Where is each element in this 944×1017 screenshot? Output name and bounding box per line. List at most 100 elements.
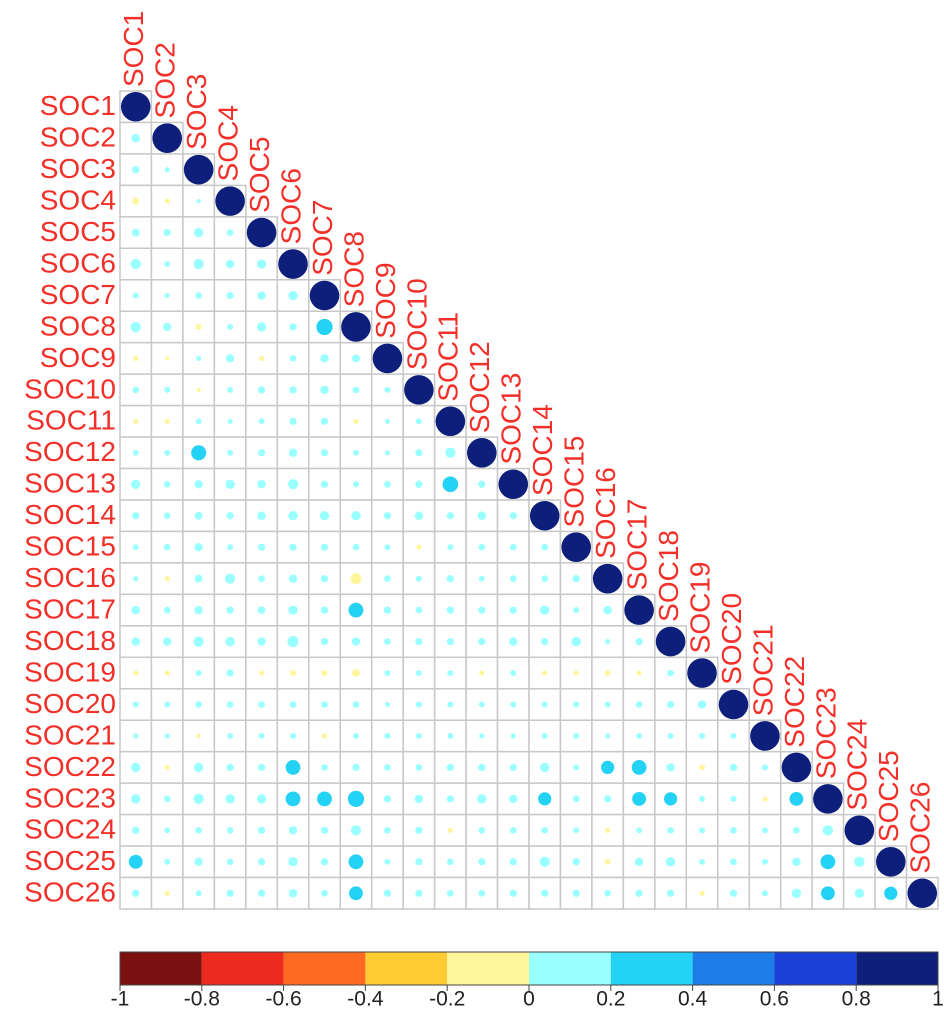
corr-circle [193,793,204,805]
corr-circle [256,794,267,804]
column-label: SOC19 [684,561,715,653]
column-label: SOC25 [873,750,904,842]
corr-circle [699,733,705,739]
column-label: SOC23 [810,687,841,779]
corr-circle [319,511,330,521]
corr-circle [133,670,139,676]
corr-circle [285,791,301,807]
corr-circle [479,670,485,676]
row-label: SOC9 [40,342,116,373]
corr-circle [257,826,266,834]
corr-circle [573,827,580,834]
corr-circle [350,825,362,836]
corr-circle [604,701,611,708]
corr-circle [131,762,141,773]
corr-circle [320,417,329,425]
corr-circle [257,449,266,457]
corr-circle [813,784,843,814]
corr-circle [289,355,297,362]
column-label: SOC9 [370,262,401,338]
corr-circle [414,511,424,520]
corr-circle [321,889,328,897]
colorbar-tick-label: -0.2 [429,988,465,1011]
corr-circle [352,354,360,363]
corr-circle [195,890,202,897]
corr-circle [699,890,705,896]
corr-circle [762,890,768,897]
corr-circle [592,563,623,594]
corr-circle [353,733,359,739]
corr-circle [446,512,454,520]
corr-circle [353,481,359,488]
corr-circle [131,134,140,143]
corr-circle [762,764,768,771]
row-label: SOC17 [24,594,116,625]
corr-circle [320,575,329,583]
column-label: SOC2 [150,42,181,118]
corr-circle [348,854,364,870]
corr-circle [477,794,487,804]
row-label: SOC24 [24,814,116,845]
cell [150,184,184,218]
corr-circle [194,857,203,866]
corr-circle [478,827,486,834]
corr-circle [259,670,265,676]
corr-circle [289,417,297,425]
corr-circle [225,354,235,363]
corr-circle [224,573,236,584]
corr-circle [194,543,203,552]
corr-circle [194,480,203,489]
corr-circle [193,227,204,238]
corr-circle [257,480,266,489]
corr-circle [183,154,214,185]
corr-circle [321,764,328,771]
corr-circle [132,826,140,834]
corr-circle [509,606,517,614]
corr-circle [820,886,835,901]
corr-circle [631,760,647,775]
corr-circle [164,733,170,739]
corr-circle [196,733,201,739]
row-label: SOC22 [24,751,116,782]
colorbar-segment [447,952,529,985]
corr-circle [226,512,234,520]
corr-circle [479,733,485,739]
corr-circle [227,544,234,551]
corr-circle [384,670,391,676]
corr-circle [191,445,207,461]
corr-circle [289,543,297,551]
corr-circle [445,447,456,458]
corr-circle [384,733,391,739]
corr-circle [226,889,234,897]
corr-circle [258,575,265,582]
cell [119,876,153,910]
corr-circle [288,290,298,301]
corr-circle [384,764,391,771]
corr-circle [572,795,580,803]
corr-circle [256,259,267,269]
row-label: SOC16 [24,562,116,593]
corr-circle [278,249,308,279]
row-label: SOC25 [24,845,116,876]
corr-circle [353,418,359,424]
corr-circle [288,889,298,898]
corr-circle [635,889,643,897]
corr-circle [571,636,581,647]
colorbar-segment [529,952,611,985]
column-label: SOC18 [653,530,684,622]
corr-circle [632,791,647,806]
corr-circle [372,343,403,374]
corr-circle [729,889,738,897]
corr-circle [163,228,171,237]
corr-circle [762,796,768,802]
corr-circle [561,532,591,562]
corr-circle [133,355,139,361]
corr-circle [540,605,550,615]
corr-circle [163,543,171,551]
corr-circle [383,606,392,614]
row-label: SOC8 [40,310,116,341]
corr-circle [781,752,812,783]
corr-circle [349,886,363,901]
corr-circle [132,292,139,299]
corr-circle [541,889,549,897]
